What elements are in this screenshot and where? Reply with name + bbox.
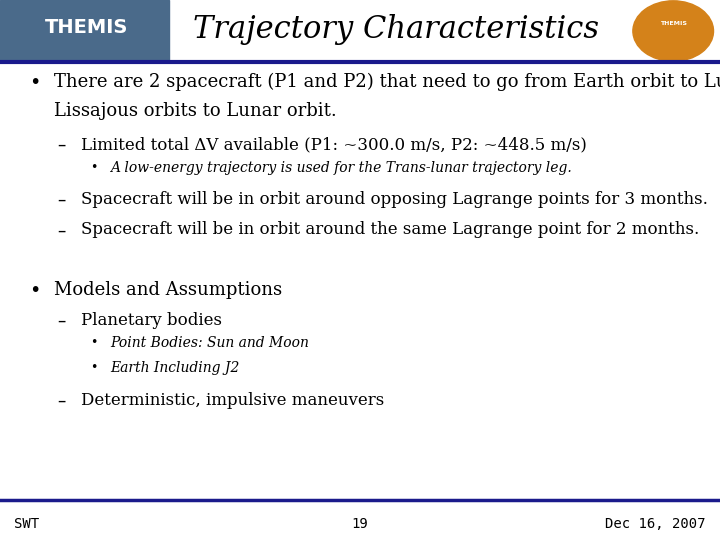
Text: Planetary bodies: Planetary bodies xyxy=(81,312,222,328)
Text: Spacecraft will be in orbit around opposing Lagrange points for 3 months.: Spacecraft will be in orbit around oppos… xyxy=(81,191,708,208)
Bar xyxy=(0,0,169,62)
Text: Models and Assumptions: Models and Assumptions xyxy=(54,281,282,299)
Text: Deterministic, impulsive maneuvers: Deterministic, impulsive maneuvers xyxy=(81,392,384,408)
Text: Limited total ΔV available (P1: ~300.0 m/s, P2: ~448.5 m/s): Limited total ΔV available (P1: ~300.0 m… xyxy=(81,136,588,153)
Text: Spacecraft will be in orbit around the same Lagrange point for 2 months.: Spacecraft will be in orbit around the s… xyxy=(81,221,700,238)
Text: THEMIS: THEMIS xyxy=(45,18,128,37)
Text: Earth Including J2: Earth Including J2 xyxy=(110,361,240,375)
Text: A low-energy trajectory is used for the Trans-lunar trajectory leg.: A low-energy trajectory is used for the … xyxy=(110,161,572,175)
Text: –: – xyxy=(58,392,66,409)
Text: •: • xyxy=(90,336,97,349)
Circle shape xyxy=(633,1,714,62)
Text: •: • xyxy=(29,281,40,300)
Text: –: – xyxy=(58,136,66,154)
Text: Trajectory Characteristics: Trajectory Characteristics xyxy=(193,14,599,45)
Text: •: • xyxy=(90,361,97,374)
Text: –: – xyxy=(58,312,66,329)
Text: There are 2 spacecraft (P1 and P2) that need to go from Earth orbit to Lunar: There are 2 spacecraft (P1 and P2) that … xyxy=(54,73,720,91)
Text: 19: 19 xyxy=(351,517,369,531)
Text: THEMIS: THEMIS xyxy=(660,21,687,26)
Text: –: – xyxy=(58,221,66,239)
Text: –: – xyxy=(58,191,66,209)
Text: SWT: SWT xyxy=(14,517,40,531)
Text: •: • xyxy=(29,73,40,92)
Text: Dec 16, 2007: Dec 16, 2007 xyxy=(605,517,706,531)
Text: Lissajous orbits to Lunar orbit.: Lissajous orbits to Lunar orbit. xyxy=(54,102,337,119)
Text: •: • xyxy=(90,161,97,174)
Text: Point Bodies: Sun and Moon: Point Bodies: Sun and Moon xyxy=(110,336,309,350)
